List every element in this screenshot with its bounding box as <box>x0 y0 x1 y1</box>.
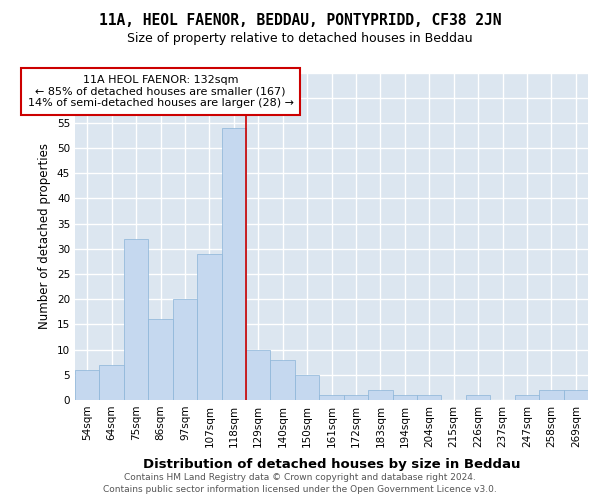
Bar <box>173 299 197 400</box>
Bar <box>148 320 173 400</box>
Text: 11A, HEOL FAENOR, BEDDAU, PONTYPRIDD, CF38 2JN: 11A, HEOL FAENOR, BEDDAU, PONTYPRIDD, CF… <box>99 13 501 28</box>
Bar <box>368 390 392 400</box>
X-axis label: Distribution of detached houses by size in Beddau: Distribution of detached houses by size … <box>143 458 520 471</box>
Bar <box>295 375 319 400</box>
Bar <box>539 390 563 400</box>
Text: Size of property relative to detached houses in Beddau: Size of property relative to detached ho… <box>127 32 473 45</box>
Bar <box>100 364 124 400</box>
Bar <box>466 395 490 400</box>
Bar <box>344 395 368 400</box>
Bar <box>563 390 588 400</box>
Bar <box>221 128 246 400</box>
Bar <box>75 370 100 400</box>
Bar <box>319 395 344 400</box>
Y-axis label: Number of detached properties: Number of detached properties <box>38 143 52 329</box>
Bar <box>124 239 148 400</box>
Bar <box>392 395 417 400</box>
Text: Contains HM Land Registry data © Crown copyright and database right 2024.
Contai: Contains HM Land Registry data © Crown c… <box>103 473 497 494</box>
Bar <box>271 360 295 400</box>
Bar <box>515 395 539 400</box>
Bar <box>246 350 271 400</box>
Bar <box>417 395 442 400</box>
Text: 11A HEOL FAENOR: 132sqm
← 85% of detached houses are smaller (167)
14% of semi-d: 11A HEOL FAENOR: 132sqm ← 85% of detache… <box>28 75 293 108</box>
Bar <box>197 254 221 400</box>
